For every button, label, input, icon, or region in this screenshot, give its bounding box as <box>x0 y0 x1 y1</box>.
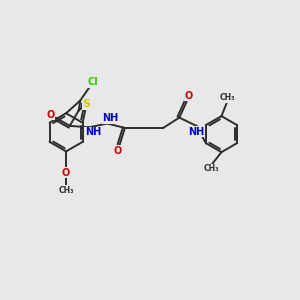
Text: NH: NH <box>103 113 119 123</box>
Text: CH₃: CH₃ <box>220 93 236 102</box>
Text: Cl: Cl <box>87 77 98 87</box>
Text: NH: NH <box>188 127 205 137</box>
Text: CH₃: CH₃ <box>58 186 74 195</box>
Text: O: O <box>114 146 122 156</box>
Text: CH₃: CH₃ <box>203 164 219 173</box>
Text: O: O <box>62 168 70 178</box>
Text: S: S <box>82 99 91 109</box>
Text: NH: NH <box>85 127 101 137</box>
Text: O: O <box>46 110 55 120</box>
Text: O: O <box>184 91 192 100</box>
